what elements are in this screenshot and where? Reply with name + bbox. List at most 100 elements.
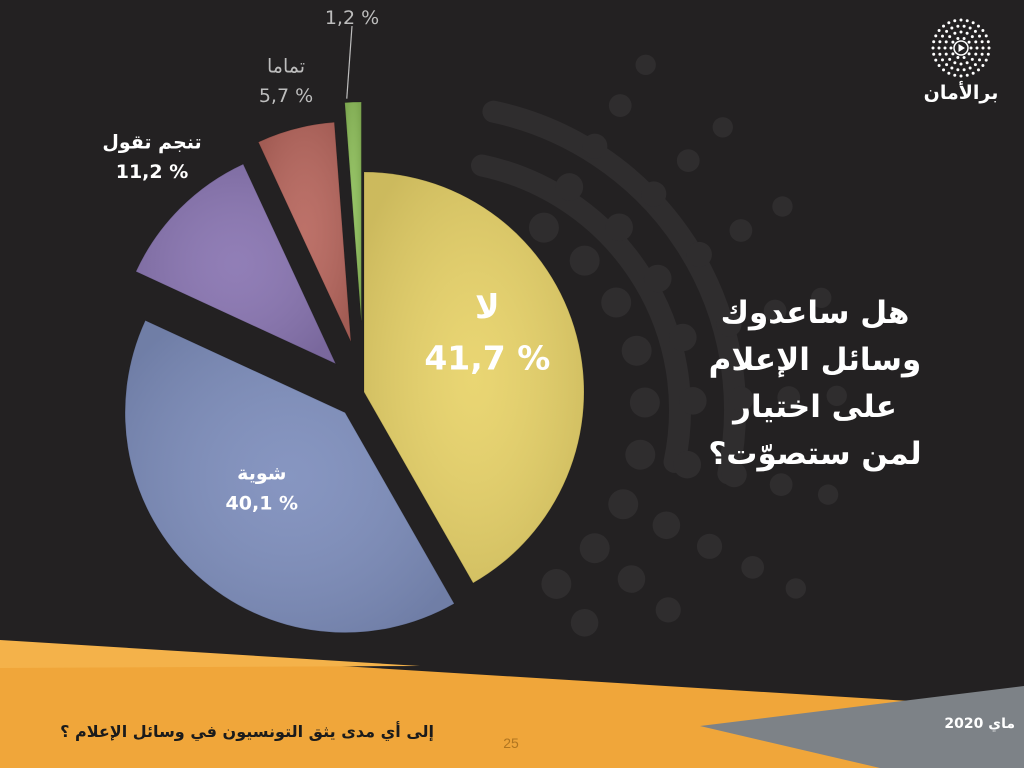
decor-dot xyxy=(785,578,807,599)
logo-play-shape xyxy=(958,44,965,52)
logo-dot xyxy=(934,34,938,38)
logo-dot xyxy=(956,68,960,72)
logo-dot xyxy=(975,46,979,50)
logo-dot xyxy=(970,35,974,39)
logo-dot xyxy=(984,34,988,38)
logo-dot xyxy=(956,56,960,60)
pie-slice-label: 5,7 % xyxy=(259,85,313,107)
logo-dot xyxy=(978,34,982,38)
logo-dot xyxy=(965,31,969,35)
logo-dot xyxy=(962,36,966,40)
logo-dot xyxy=(965,73,969,77)
logo-dot xyxy=(959,30,963,34)
logo-dot xyxy=(944,40,948,44)
logo-dot xyxy=(944,52,948,56)
logo-ring xyxy=(953,40,969,56)
logo-dot xyxy=(937,63,941,67)
logo-dot xyxy=(934,58,938,62)
logo-dot xyxy=(962,68,966,72)
logo-dot xyxy=(962,56,966,60)
decor-dot xyxy=(763,299,787,323)
logo-dot xyxy=(959,74,963,78)
footer-accent xyxy=(700,686,1024,768)
decor-dot xyxy=(635,54,656,76)
decor-dot xyxy=(569,245,600,276)
decor-dot xyxy=(621,335,652,366)
decor-dot xyxy=(729,219,753,242)
logo-dot xyxy=(987,46,991,50)
logo-dot xyxy=(968,26,972,30)
logo-dot xyxy=(956,24,960,28)
pie-chart xyxy=(124,101,585,634)
logo-dot xyxy=(965,19,969,23)
question-line-2: وسائل الإعلام xyxy=(708,342,922,378)
logo-dot xyxy=(973,29,977,33)
background-decoration xyxy=(470,54,847,637)
logo-dot xyxy=(980,52,984,56)
page-number: 25 xyxy=(503,735,519,751)
decor-dot xyxy=(643,264,672,293)
decor-dot xyxy=(652,511,681,540)
logo-dot xyxy=(947,21,951,25)
question-line-1: هل ساعدوك xyxy=(720,295,910,331)
logo-dot xyxy=(931,46,935,50)
logo-dot xyxy=(949,46,953,50)
decor-dot xyxy=(555,173,584,201)
logo-dot xyxy=(948,57,952,61)
logo-dot xyxy=(932,40,936,44)
brand-logo-text: برالأمان xyxy=(923,82,999,104)
logo-dot xyxy=(932,52,936,56)
decor-dot xyxy=(528,212,559,243)
decor-dot xyxy=(826,385,847,406)
decor-arc xyxy=(470,154,691,473)
logo-dot xyxy=(942,24,946,28)
question-text: هل ساعدوك وسائل الإعلام على اختيار لمن س… xyxy=(690,290,940,478)
decor-dot xyxy=(686,241,712,268)
logo-dot xyxy=(938,52,942,56)
logo-dot xyxy=(953,31,957,35)
pie-slice-shade xyxy=(125,320,455,633)
pie-slice-label: 11,2 % xyxy=(116,161,189,183)
decor-dot xyxy=(716,311,742,337)
decor-dot xyxy=(679,387,707,415)
decor-dot xyxy=(582,133,608,159)
decor-dot xyxy=(817,484,839,505)
pie-slice-shade xyxy=(344,102,362,323)
decor-dot xyxy=(608,489,639,520)
pie-slice-name: تماما xyxy=(267,55,305,77)
logo-dot xyxy=(974,40,978,44)
decor-dot xyxy=(676,149,700,173)
pie-slice-label: 40,1 % xyxy=(226,492,299,514)
decor-dot xyxy=(570,608,599,637)
decor-dot xyxy=(655,597,681,623)
logo-dot xyxy=(968,66,972,70)
decor-dot xyxy=(712,117,733,138)
decor-dot xyxy=(669,323,697,352)
logo-dot xyxy=(970,57,974,61)
logo-dot xyxy=(942,68,946,72)
logo-dot xyxy=(940,58,944,62)
logo-dot xyxy=(969,46,973,50)
decor-dot xyxy=(625,439,656,470)
decor-dot xyxy=(772,196,793,217)
decor-dot xyxy=(641,181,667,207)
pie-slice-label: 41,7 % xyxy=(424,338,550,377)
logo-dot xyxy=(980,40,984,44)
decor-dot xyxy=(605,213,633,242)
logo-dot xyxy=(962,24,966,28)
logo-dot xyxy=(976,68,980,72)
logo-dot xyxy=(959,18,963,22)
logo-dot xyxy=(973,63,977,67)
brand-logo: برالأمان xyxy=(920,18,1002,118)
play-dots-icon xyxy=(931,18,991,78)
logo-dot xyxy=(978,58,982,62)
footer-date: ماي 2020 xyxy=(944,716,1015,732)
logo-dot xyxy=(947,71,951,75)
decor-dot xyxy=(617,565,646,593)
logo-dot xyxy=(956,36,960,40)
logo-dot xyxy=(959,62,963,66)
logo-dot xyxy=(981,29,985,33)
logo-dot xyxy=(943,46,947,50)
logo-dot xyxy=(950,26,954,30)
